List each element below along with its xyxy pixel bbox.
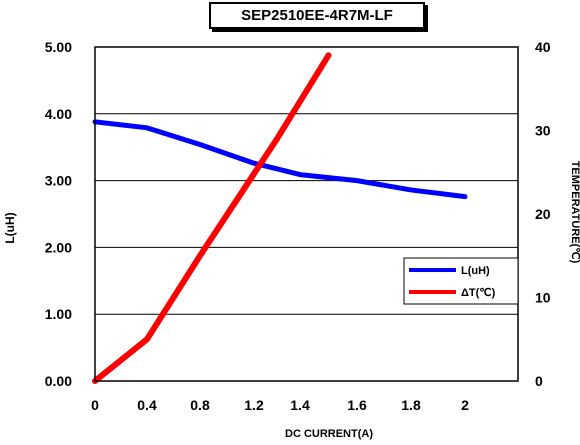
y-right-tick-label: 40 (535, 39, 551, 55)
x-tick-label: 0 (91, 397, 99, 413)
x-axis-label: DC CURRENT(A) (285, 428, 373, 440)
y-left-tick-label: 4.00 (45, 106, 72, 122)
x-tick-label: 1.2 (244, 397, 264, 413)
legend-label-dT: ΔT(℃) (461, 287, 496, 299)
x-tick-label: 0.4 (137, 397, 157, 413)
chart-title-box: SEP2510EE-4R7M-LF (209, 2, 425, 29)
series-layer (92, 52, 468, 384)
x-tick-label: 2 (461, 397, 469, 413)
y-left-tick-label: 1.00 (45, 306, 72, 322)
legend-box (403, 257, 519, 305)
x-tick-labels: 0 0.4 0.8 1.2 1.4 1.6 1.8 2 (91, 397, 469, 413)
y-right-tick-label: 30 (535, 123, 551, 139)
y-right-tick-label: 10 (535, 290, 551, 306)
plot-frame (94, 46, 519, 382)
chart-title: SEP2510EE-4R7M-LF (241, 7, 393, 24)
y-left-tick-label: 3.00 (45, 173, 72, 189)
x-tick-label: 1.8 (401, 397, 421, 413)
y-right-tick-label: 0 (535, 373, 543, 389)
series-line-L (92, 119, 468, 200)
y-left-tick-label: 0.00 (45, 373, 72, 389)
y-left-tick-label: 2.00 (45, 239, 72, 255)
y-left-tick-labels: 0.00 1.00 2.00 3.00 4.00 5.00 (45, 39, 72, 389)
legend: L(uH) ΔT(℃) (403, 257, 519, 305)
y-left-tick-label: 5.00 (45, 39, 72, 55)
y-left-axis-label: L(uH) (3, 212, 17, 243)
series-line-dT (92, 52, 332, 384)
y-right-axis-label: TEMPERATURE(℃) (569, 161, 580, 264)
x-tick-label: 1.4 (290, 397, 310, 413)
legend-label-L: L(uH) (461, 265, 490, 277)
y-right-tick-labels: 0 10 20 30 40 (535, 39, 551, 389)
y-right-tick-label: 20 (535, 206, 551, 222)
x-tick-label: 1.6 (347, 397, 367, 413)
x-tick-label: 0.8 (190, 397, 210, 413)
